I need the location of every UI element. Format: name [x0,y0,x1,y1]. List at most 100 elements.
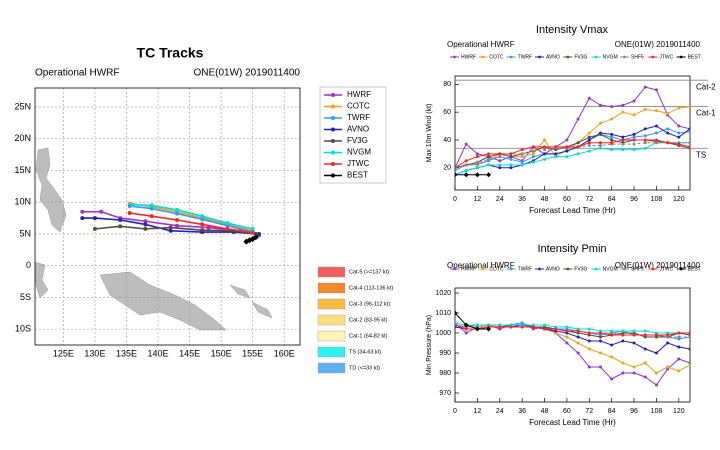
legend-marker [331,127,335,132]
marker [509,166,513,170]
y-tick-label: 25N [14,101,31,111]
x-tick-label: 150E [211,348,232,358]
marker [643,138,647,142]
x-tick-label: 0 [453,408,457,415]
marker [565,149,569,153]
marker [474,326,480,332]
y-tick-label: 20N [14,133,31,143]
category-swatch [317,298,346,310]
x-axis-label: Forecast Lead Time (Hr) [529,418,616,427]
legend-label: TWRF [518,266,532,272]
marker [610,343,614,347]
marker [621,361,625,365]
marker [677,345,681,349]
marker [576,117,580,121]
marker [531,145,535,149]
subtitle-right: ONE(01W) 2019011400 [193,68,300,79]
marker [498,155,502,159]
marker [463,172,469,178]
marker [677,131,681,135]
marker [654,131,658,135]
marker [509,152,513,156]
marker [565,155,569,159]
legend-label: JTWC [659,54,673,60]
marker [598,351,602,355]
marker [621,142,625,146]
marker [509,325,513,329]
marker [543,323,547,327]
reference-label: Cat-2 [696,82,716,91]
marker [610,141,614,145]
marker [576,141,580,145]
marker [587,144,591,148]
x-tick-label: 145E [179,348,200,358]
marker [168,228,173,233]
legend-marker [509,267,513,271]
legend-label: COTC [489,54,504,60]
legend-label: AVNO [546,54,560,60]
marker [621,339,625,343]
marker [654,124,658,128]
marker [576,341,580,345]
marker [643,146,647,150]
legend-marker [594,55,598,59]
marker [475,155,479,159]
marker [598,146,602,150]
marker [643,375,647,379]
category-swatch [317,314,346,326]
y-tick-label: 5S [20,292,31,302]
marker [174,223,179,228]
marker [554,152,558,156]
marker [509,157,513,161]
y-tick-label: 990 [439,350,451,357]
marker [520,160,524,164]
marker [598,103,602,107]
y-axis-label: Min Pressure (hPa) [426,315,433,375]
x-tick-label: 60 [563,408,571,415]
chart-title: Intensity Vmax [536,24,609,36]
marker [174,217,179,222]
marker [688,105,690,109]
subtitle-right: ONE(01W) 2019011400 [615,261,701,270]
marker [565,335,569,339]
marker [632,138,636,142]
marker [632,365,636,369]
marker [587,331,591,335]
marker [576,351,580,355]
marker [632,132,636,136]
marker [666,365,670,369]
legend-label: AVNO [546,266,560,272]
marker [677,106,681,110]
marker [225,221,230,226]
category-label: TD (<=33 kt) [349,365,380,371]
marker [632,148,636,152]
marker [543,157,547,161]
marker [643,85,647,89]
x-tick-label: 12 [473,408,481,415]
marker [498,159,502,163]
reference-label: Cat-1 [696,109,716,118]
plot-frame [34,87,301,346]
marker [643,361,647,365]
series-line [455,142,690,169]
marker [520,155,524,159]
marker [565,341,569,345]
marker [587,149,591,153]
marker [576,145,580,149]
x-tick-label: 24 [496,196,504,203]
marker [587,327,591,331]
marker [677,331,681,335]
x-tick-label: 125E [53,348,74,358]
marker [464,163,468,167]
y-tick-label: 980 [439,370,451,377]
marker [118,217,123,222]
marker [475,160,479,164]
marker [200,217,205,222]
series-line [455,324,690,336]
marker [632,329,636,333]
marker [677,335,681,339]
marker [487,155,491,159]
legend-marker [538,267,541,271]
marker [498,152,502,156]
marker [498,325,502,329]
